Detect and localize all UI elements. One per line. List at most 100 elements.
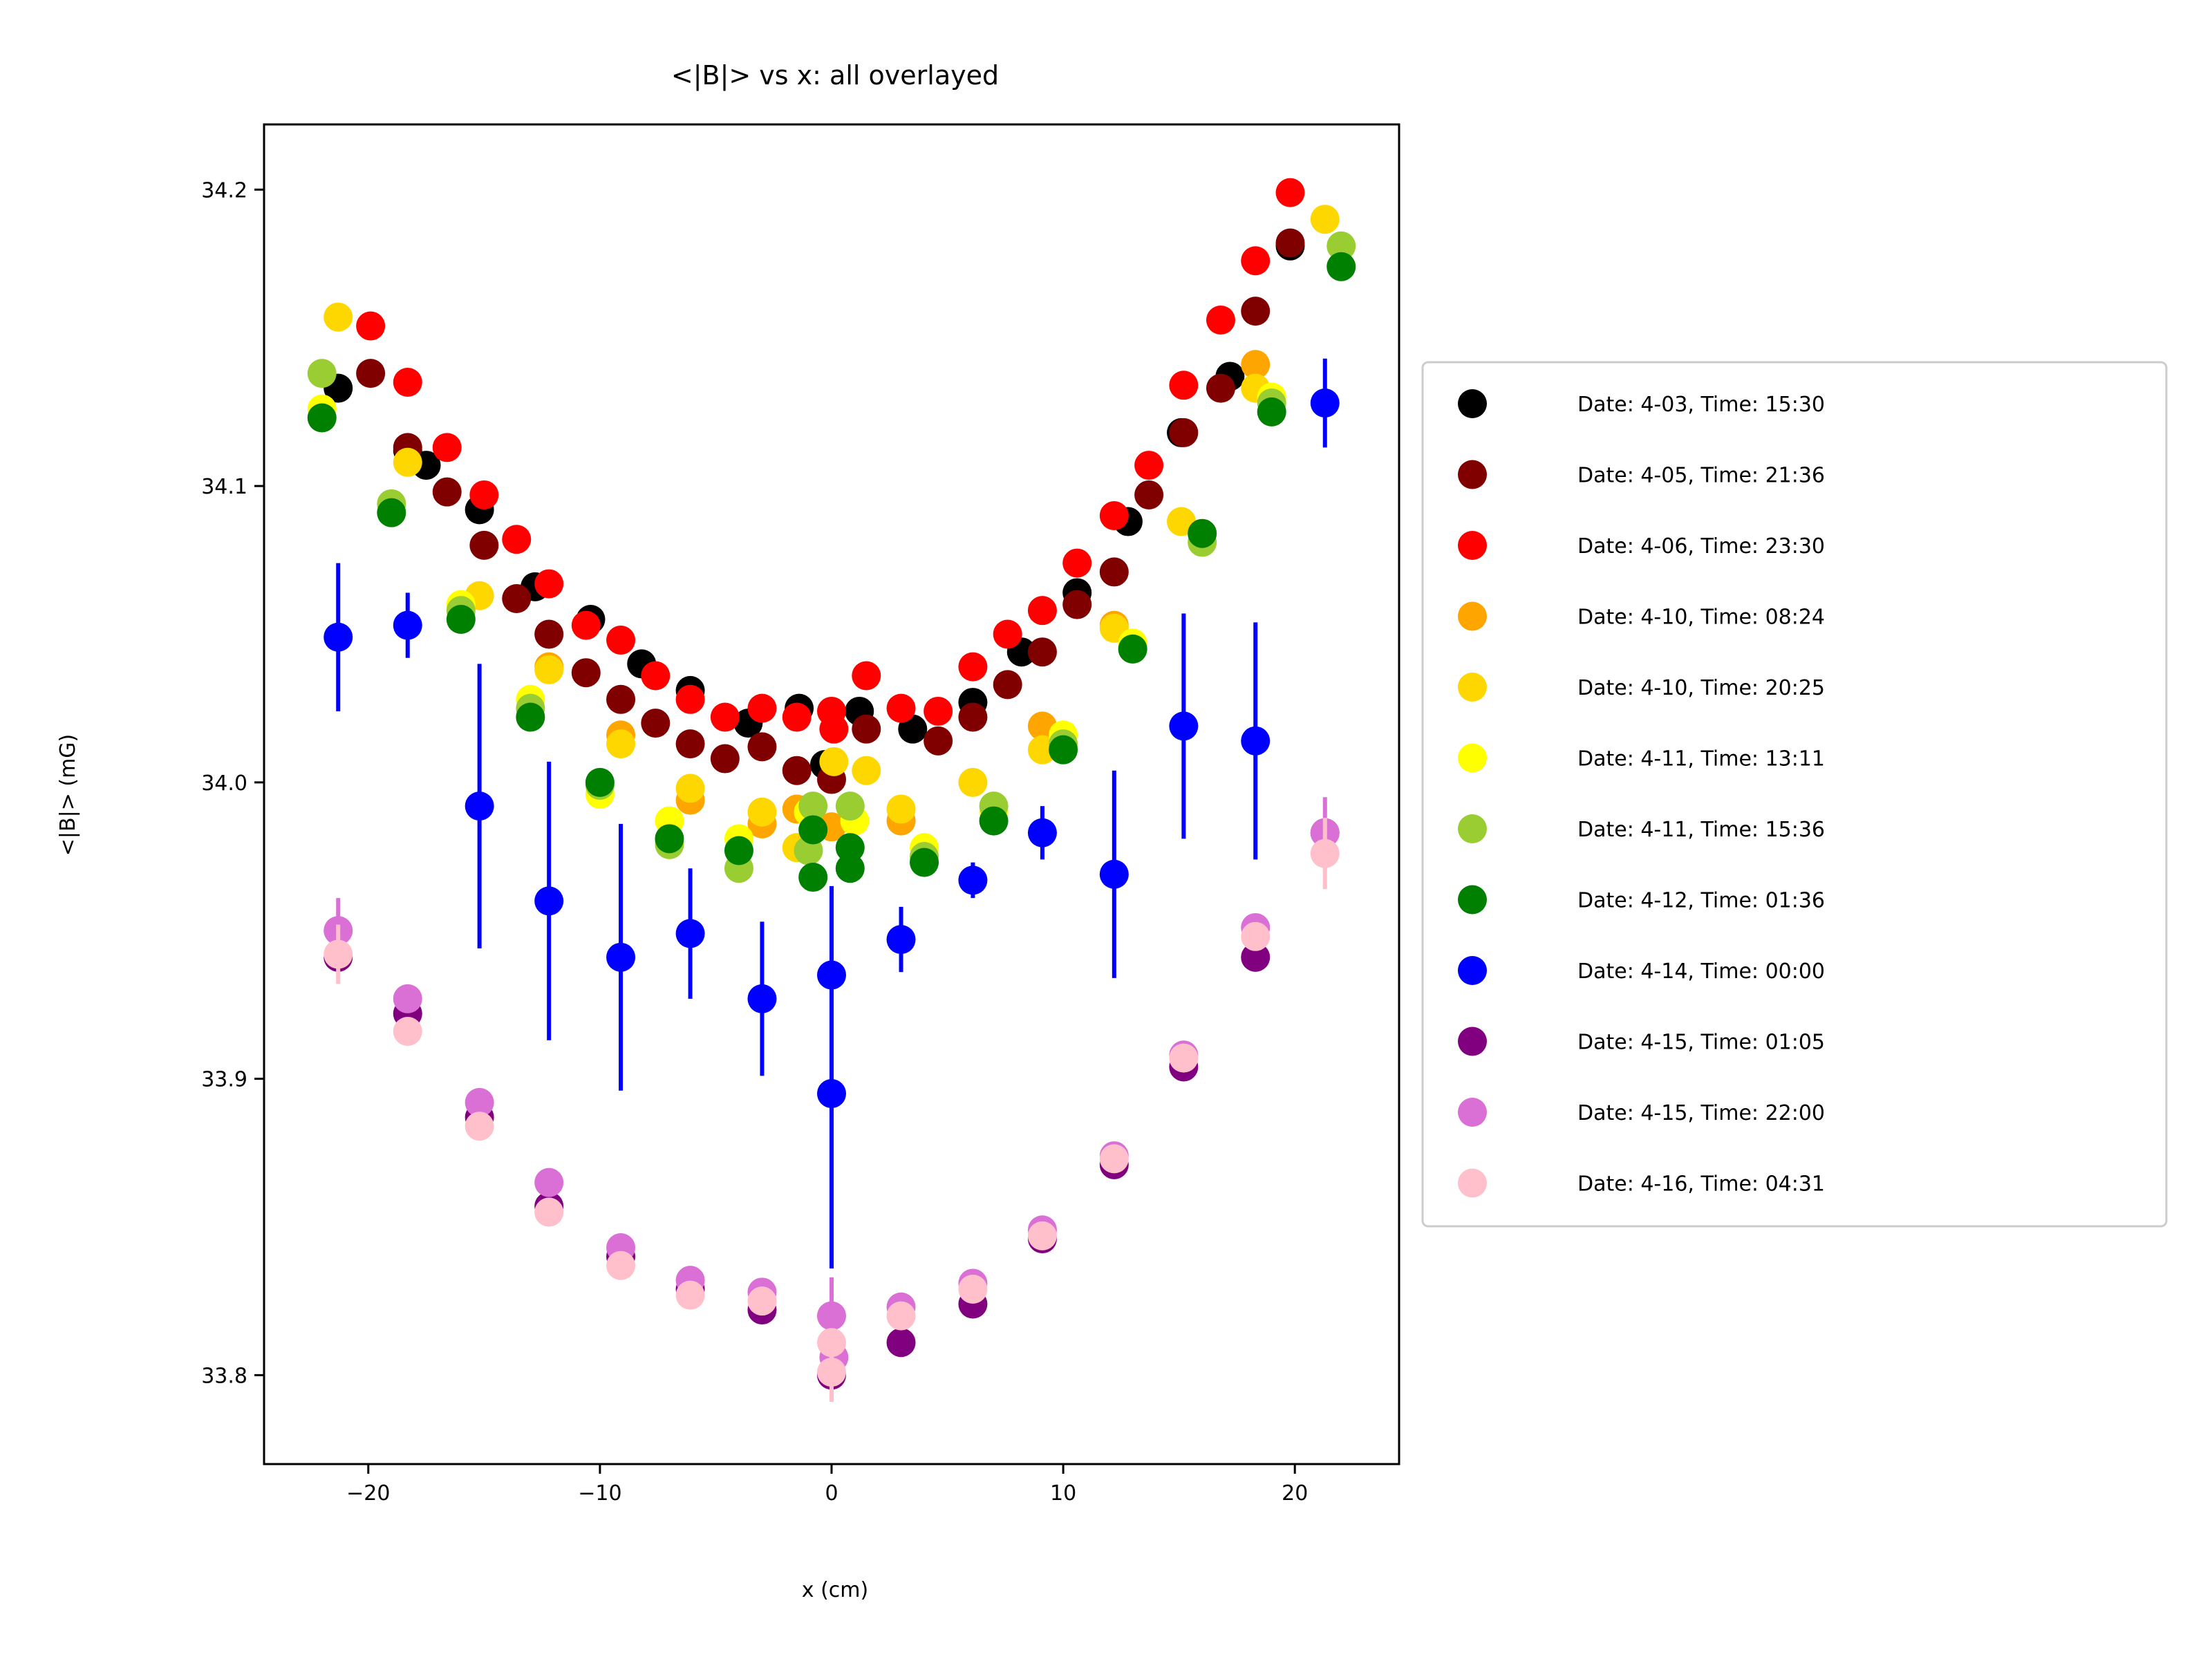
data-point xyxy=(782,702,812,732)
data-point xyxy=(1099,859,1129,889)
data-point xyxy=(819,714,849,744)
data-point xyxy=(1310,838,1340,868)
data-point xyxy=(1062,590,1092,619)
data-point xyxy=(465,1087,494,1117)
data-point xyxy=(886,794,916,824)
data-point xyxy=(910,847,939,877)
legend-marker xyxy=(1458,531,1487,560)
data-point xyxy=(924,726,953,756)
data-point xyxy=(606,1250,636,1280)
data-point xyxy=(393,984,422,1013)
data-point xyxy=(724,836,753,865)
data-point xyxy=(958,865,988,895)
y-tick-label: 33.8 xyxy=(201,1364,247,1388)
legend-marker xyxy=(1458,460,1487,489)
legend-marker xyxy=(1458,389,1487,418)
data-point xyxy=(1027,596,1057,626)
data-point xyxy=(1310,205,1340,234)
series-12 xyxy=(324,818,1340,1402)
x-axis-label: x (cm) xyxy=(802,1578,868,1602)
data-point xyxy=(502,525,532,554)
data-point xyxy=(835,833,865,863)
y-tick-label: 34.2 xyxy=(201,178,247,203)
data-point xyxy=(993,670,1022,700)
data-point xyxy=(465,1112,494,1141)
y-tick-label: 33.9 xyxy=(201,1068,247,1092)
legend-marker xyxy=(1458,673,1487,702)
data-point xyxy=(747,693,777,723)
data-point xyxy=(1241,942,1271,972)
legend-entry-label: Date: 4-11, Time: 13:11 xyxy=(1577,747,1825,771)
legend-entry-label: Date: 4-12, Time: 01:36 xyxy=(1577,889,1825,913)
data-point xyxy=(606,626,636,655)
axes: −20 −10 0 10 20 33.8 33.9 34.0 34.1 34.2 xyxy=(201,123,1400,1506)
legend-entry-label: Date: 4-06, Time: 23:30 xyxy=(1577,534,1825,559)
data-point xyxy=(675,774,705,803)
legend-entry-label: Date: 4-03, Time: 15:30 xyxy=(1577,393,1825,417)
legend-box xyxy=(1421,361,2168,1228)
data-point xyxy=(710,702,740,732)
data-point xyxy=(1027,637,1057,667)
plot-area xyxy=(307,178,1356,1402)
data-point xyxy=(534,1168,564,1197)
legend-entry-label: Date: 4-15, Time: 01:05 xyxy=(1577,1031,1825,1055)
data-point xyxy=(516,702,545,732)
data-point xyxy=(432,477,462,507)
series-3 xyxy=(356,178,1305,744)
legend-entry-label: Date: 4-10, Time: 08:24 xyxy=(1577,606,1825,630)
x-tick-label: 0 xyxy=(825,1481,838,1506)
data-point xyxy=(324,302,353,332)
data-point xyxy=(393,447,422,477)
data-point xyxy=(1241,297,1271,326)
legend-marker xyxy=(1458,601,1487,631)
data-point xyxy=(534,886,564,916)
data-point xyxy=(465,791,494,821)
data-point xyxy=(534,569,564,599)
data-point xyxy=(798,863,828,892)
data-point xyxy=(1169,711,1199,741)
legend-entry-label: Date: 4-16, Time: 04:31 xyxy=(1577,1172,1825,1197)
data-point xyxy=(606,729,636,759)
data-point xyxy=(1241,246,1271,276)
data-point xyxy=(655,824,684,854)
data-point xyxy=(798,815,828,845)
chart-title: <|B|> vs x: all overlayed xyxy=(671,60,999,91)
data-point xyxy=(958,1275,988,1304)
data-point xyxy=(1275,178,1305,207)
data-point xyxy=(710,744,740,774)
data-point xyxy=(571,658,601,688)
data-point xyxy=(1327,231,1356,261)
data-point xyxy=(886,1301,916,1331)
data-point xyxy=(1169,371,1199,400)
data-point xyxy=(747,797,777,827)
data-point xyxy=(585,767,615,797)
data-point xyxy=(324,939,353,969)
data-point xyxy=(958,652,988,682)
data-point xyxy=(819,747,849,776)
legend-entry-label: Date: 4-15, Time: 22:00 xyxy=(1577,1101,1825,1125)
series-9 xyxy=(324,358,1340,1269)
data-point xyxy=(377,498,406,527)
data-point xyxy=(606,684,636,714)
data-point xyxy=(307,359,337,388)
data-point xyxy=(1275,228,1305,258)
data-point xyxy=(606,942,636,972)
data-point xyxy=(1241,921,1271,951)
series-5 xyxy=(324,205,1340,863)
data-point xyxy=(817,1301,846,1331)
legend-marker xyxy=(1458,743,1487,773)
data-point xyxy=(1134,451,1164,480)
data-point xyxy=(534,1197,564,1227)
data-point xyxy=(958,767,988,797)
legend-entry-label: Date: 4-05, Time: 21:36 xyxy=(1577,464,1825,488)
data-point xyxy=(852,661,881,691)
data-point xyxy=(307,403,337,433)
data-point xyxy=(1169,418,1199,447)
data-point xyxy=(835,791,865,821)
data-point xyxy=(446,605,476,635)
series-2 xyxy=(356,228,1305,794)
data-point xyxy=(1310,388,1340,418)
data-point xyxy=(1134,480,1164,509)
data-point xyxy=(886,693,916,723)
